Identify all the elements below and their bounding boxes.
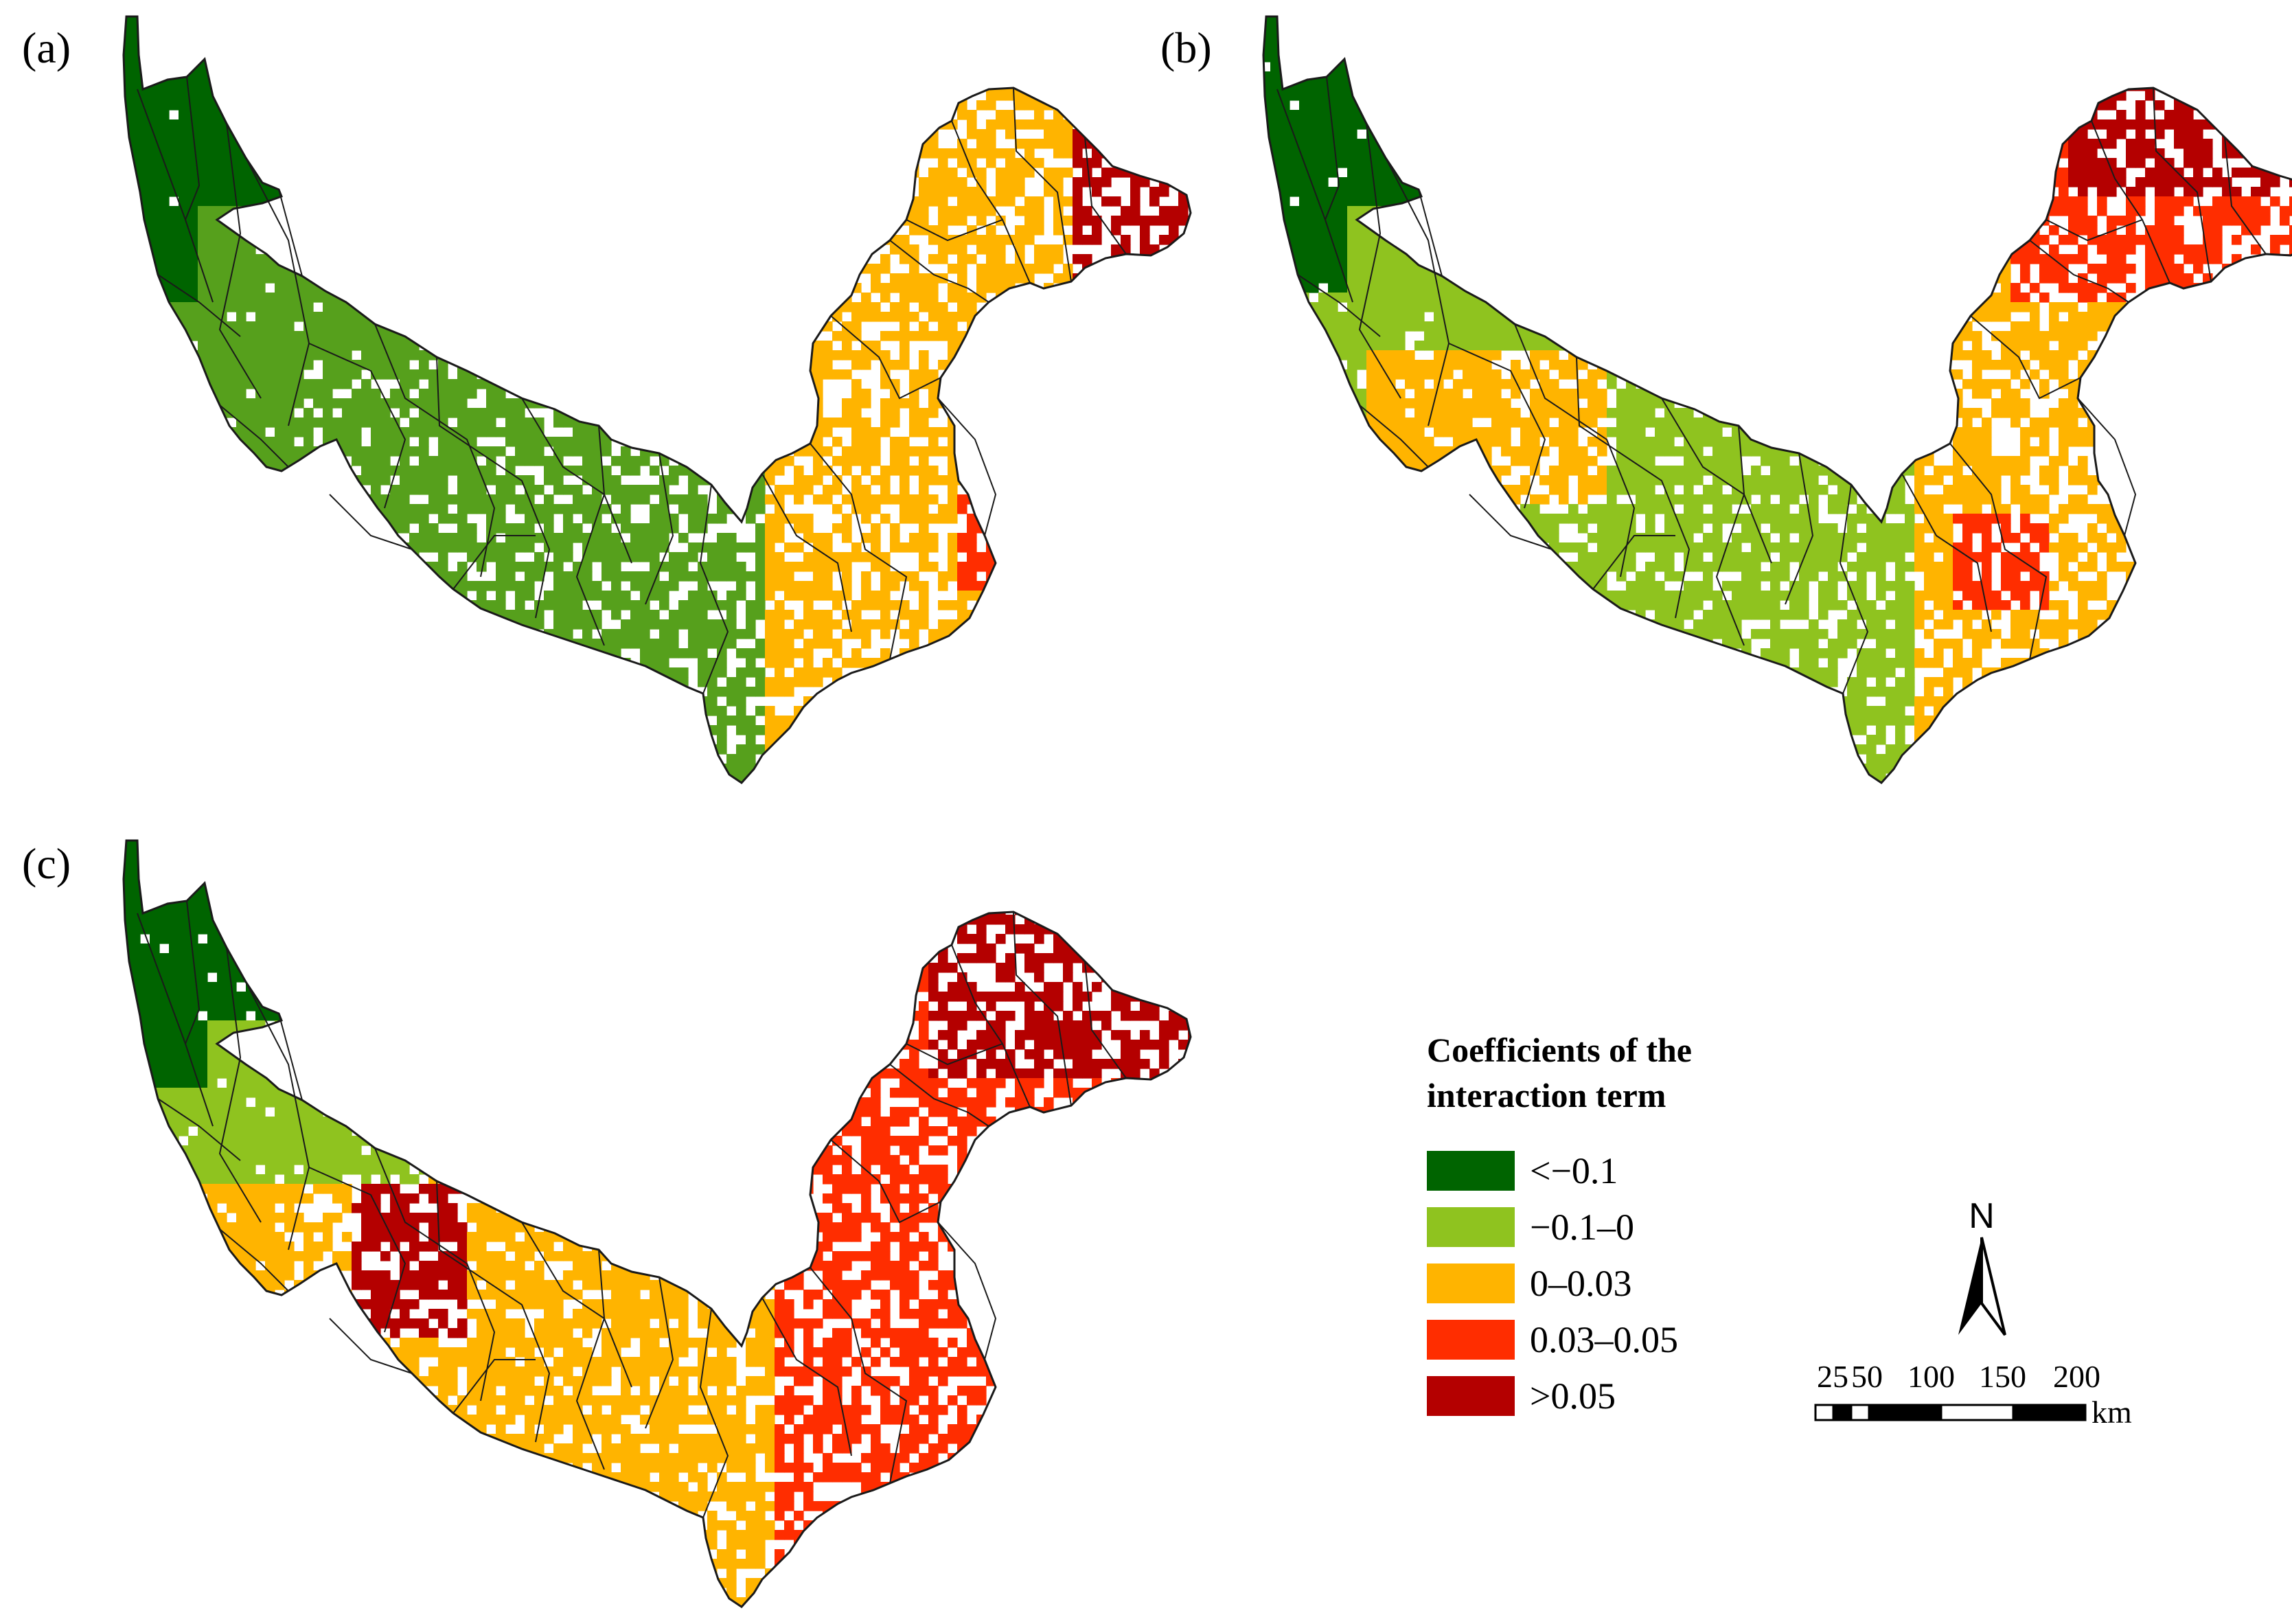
county-boundaries [122,15,1192,784]
legend-title: Coefficients of the interaction term [1427,1027,1811,1118]
legend-label-5: >0.05 [1530,1375,1616,1417]
coefficient-raster [124,16,1191,783]
legend-label-1: <−0.1 [1530,1150,1618,1192]
panel-label-b: (b) [1160,26,1212,70]
scale-bar: 25 50 100 150 200 km [1814,1360,2132,1430]
scale-tick-150: 150 [1979,1360,2026,1394]
north-arrow: N [1958,1196,2006,1336]
panel-label-c: (c) [22,842,71,886]
scale-tick-100: 100 [1907,1360,1955,1394]
legend-item-5: >0.05 [1427,1368,1811,1424]
legend-label-2: −0.1–0 [1530,1206,1634,1248]
legend-item-4: 0.03–0.05 [1427,1312,1811,1368]
legend-title-line1: Coefficients of the [1427,1027,1811,1073]
scale-bar-segments [1814,1404,2087,1421]
north-arrow-label: N [1969,1196,1995,1236]
map-panel-a [122,15,1192,784]
county-boundaries [122,839,1192,1608]
legend-swatch-2 [1427,1207,1515,1247]
legend-swatch-3 [1427,1263,1515,1303]
legend-title-line2: interaction term [1427,1073,1811,1118]
scale-unit: km [2092,1395,2132,1430]
coefficient-raster [1263,16,2292,783]
legend-label-4: 0.03–0.05 [1530,1318,1678,1361]
map-panel-b [1262,15,2292,784]
north-arrow-left-half [1958,1237,1982,1335]
scale-tick-25: 25 [1817,1360,1848,1394]
coefficient-raster [124,840,1191,1607]
county-boundaries [1262,15,2292,784]
legend-label-3: 0–0.03 [1530,1262,1632,1305]
legend-swatch-4 [1427,1320,1515,1360]
map-panel-c [122,839,1192,1608]
scale-tick-200: 200 [2053,1360,2100,1394]
legend-swatch-1 [1427,1151,1515,1191]
panel-label-a: (a) [22,26,71,70]
legend-item-3: 0–0.03 [1427,1255,1811,1312]
legend: Coefficients of the interaction term <−0… [1427,1027,1811,1424]
north-arrow-right-half [1980,1237,2006,1336]
scale-tick-50: 50 [1851,1360,1883,1394]
legend-item-2: −0.1–0 [1427,1199,1811,1255]
legend-swatch-5 [1427,1376,1515,1416]
legend-item-1: <−0.1 [1427,1143,1811,1199]
